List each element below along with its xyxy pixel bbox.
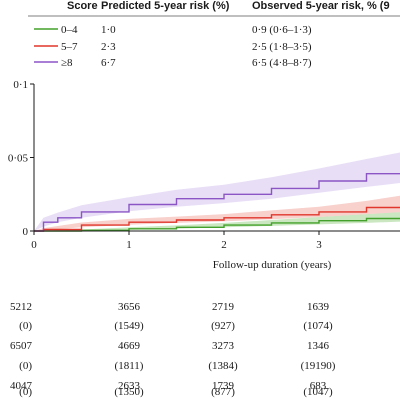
risk-cell: 5212: [10, 301, 32, 313]
risk-cell: (1549): [114, 320, 144, 332]
x-ticks: 0 1 2 3: [31, 231, 322, 251]
risk-cell: 6507: [10, 340, 33, 352]
risk-cell: (0): [19, 360, 32, 372]
confidence-bands: [34, 152, 400, 231]
y-ticks: 0 0·05 0·1: [8, 79, 34, 238]
risk-cell: 3273: [212, 340, 235, 352]
risk-cell: (1074): [303, 320, 333, 332]
y-tick-label: 0·1: [13, 79, 28, 91]
legend-header-predicted: Predicted 5-year risk (%): [101, 0, 230, 12]
risk-cell: (1811): [115, 360, 144, 372]
risk-cell: 1346: [307, 340, 330, 352]
risk-cell: (927): [211, 320, 235, 332]
legend-score-8-plus: ≥8: [61, 57, 73, 69]
risk-cell: (0): [19, 320, 32, 332]
curve-5-7: [34, 206, 400, 232]
curve-ge8: [34, 173, 400, 232]
legend-row-2: ≥8 6·7 6·5 (4·8–8·7): [34, 57, 312, 69]
risk-cell: (1047): [303, 386, 333, 398]
legend-observed-8-plus: 6·5 (4·8–8·7): [252, 57, 312, 69]
risk-cell: (1384): [208, 360, 238, 372]
x-tick-label: 1: [126, 239, 132, 251]
x-axis-label: Follow-up duration (years): [213, 259, 332, 271]
x-tick-label: 0: [31, 239, 37, 251]
risk-cell: (0): [19, 386, 32, 398]
risk-cell: (877): [211, 386, 235, 398]
legend-observed-5-7: 2·5 (1·8–3·5): [252, 41, 312, 53]
y-tick-label: 0·05: [8, 153, 29, 165]
x-tick-label: 2: [221, 239, 227, 251]
legend-observed-0-4: 0·9 (0·6–1·3): [252, 24, 312, 36]
ci-band-5-7: [34, 195, 400, 231]
risk-cell: 683: [310, 380, 327, 392]
curve-0-4: [34, 217, 400, 232]
risk-cell: (1350): [114, 386, 144, 398]
risk-cell: 3656: [118, 301, 141, 313]
risk-table: 5212 3656 2719 1639 (0) (1549) (927) (1074) 6507…: [10, 301, 336, 398]
legend-score-0-4: 0–4: [61, 24, 78, 36]
legend-score-5-7: 5–7: [61, 41, 78, 53]
legend-row-1: 5–7 2·3 2·5 (1·8–3·5): [34, 41, 312, 53]
legend-predicted-0-4: 1·0: [101, 24, 116, 36]
risk-cell: 2633: [118, 380, 141, 392]
risk-cell: (19190): [301, 360, 336, 372]
survival-curves: [34, 173, 400, 232]
y-tick-label: 0: [23, 226, 29, 238]
legend-predicted-5-7: 2·3: [101, 41, 116, 53]
risk-cell: 1639: [307, 301, 330, 313]
risk-cell: 2719: [212, 301, 235, 313]
risk-cell: 4669: [118, 340, 141, 352]
legend-predicted-8-plus: 6·7: [101, 57, 116, 69]
x-tick-label: 3: [316, 239, 322, 251]
risk-cell: 4047: [10, 380, 33, 392]
legend-header-score: Score: [67, 0, 98, 12]
legend-header-observed: Observed 5-year risk, % (9: [252, 0, 390, 12]
legend-row-0: 0–4 1·0 0·9 (0·6–1·3): [34, 24, 312, 36]
risk-cell: 1739: [212, 380, 235, 392]
